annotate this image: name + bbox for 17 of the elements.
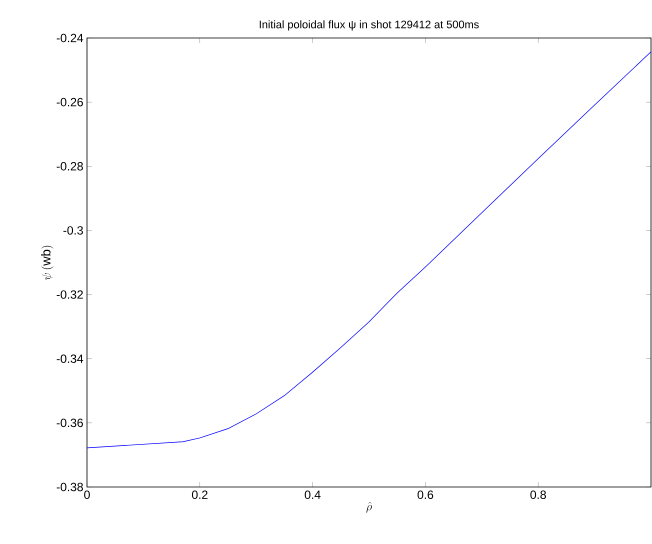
y-tick-label: -0.3 bbox=[63, 226, 83, 235]
x-tick-label: 0.6 bbox=[418, 490, 434, 499]
y-tick-label: -0.26 bbox=[56, 98, 83, 106]
x-tick-label: 0.2 bbox=[192, 490, 208, 499]
y-axis-title: $\psi\,(\mathrm{wb})$ bbox=[41, 246, 54, 280]
y-tick-label: -0.32 bbox=[56, 290, 83, 299]
y-tick-label: -0.28 bbox=[56, 162, 83, 171]
y-tick-label: -0.38 bbox=[56, 482, 83, 492]
x-axis-title: $\hat{\rho}$ bbox=[366, 502, 372, 513]
y-tick-label: -0.36 bbox=[56, 418, 83, 428]
y-tick-label: -0.24 bbox=[56, 34, 84, 42]
x-tick-label: 0.4 bbox=[304, 490, 321, 499]
x-tick-label: 0 bbox=[84, 490, 90, 499]
x-tick-label: 0.8 bbox=[530, 490, 546, 499]
y-tick-label: -0.34 bbox=[56, 354, 84, 363]
line-series bbox=[87, 51, 652, 448]
chart-title: Initial poloidal flux ψ in shot 129412 at 500ms bbox=[260, 20, 479, 30]
